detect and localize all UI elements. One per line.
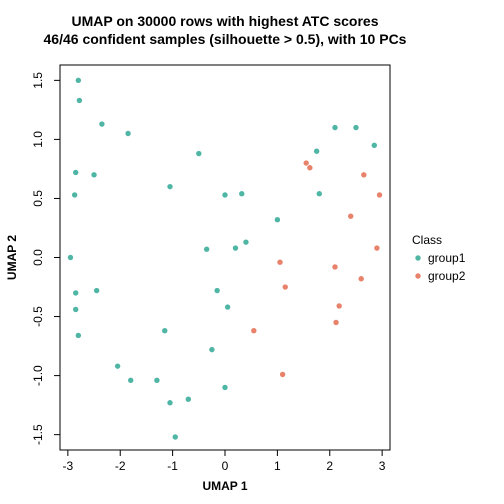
data-point (73, 290, 78, 295)
data-point (209, 347, 214, 352)
y-tick-label: 1.0 (31, 131, 45, 148)
x-tick-label: -3 (63, 459, 74, 473)
data-point (333, 320, 338, 325)
legend-item-label: group1 (428, 251, 466, 265)
legend-swatch (415, 273, 420, 278)
y-tick-label: -1.0 (31, 365, 45, 386)
data-point (332, 264, 337, 269)
data-point (94, 288, 99, 293)
data-point (353, 125, 358, 130)
data-point (214, 288, 219, 293)
data-point (99, 121, 104, 126)
data-point (77, 98, 82, 103)
data-point (125, 131, 130, 136)
x-tick-label: -1 (167, 459, 178, 473)
data-point (186, 397, 191, 402)
data-point (162, 328, 167, 333)
x-axis-label: UMAP 1 (202, 479, 247, 493)
y-tick-label: 0.0 (31, 249, 45, 266)
x-tick-label: 0 (222, 459, 229, 473)
scatter-chart-svg: UMAP on 30000 rows with highest ATC scor… (0, 0, 504, 504)
y-tick-label: -1.5 (31, 424, 45, 445)
data-point (222, 192, 227, 197)
x-tick-label: 2 (326, 459, 333, 473)
data-point (336, 303, 341, 308)
chart-container: UMAP on 30000 rows with highest ATC scor… (0, 0, 504, 504)
data-point (73, 307, 78, 312)
data-point (167, 400, 172, 405)
data-point (314, 149, 319, 154)
data-point (73, 170, 78, 175)
data-point (358, 276, 363, 281)
data-point (277, 260, 282, 265)
data-point (76, 78, 81, 83)
data-point (128, 378, 133, 383)
data-point (348, 213, 353, 218)
data-point (283, 284, 288, 289)
data-point (243, 239, 248, 244)
data-point (76, 333, 81, 338)
data-point (361, 172, 366, 177)
data-point (307, 165, 312, 170)
data-point (275, 217, 280, 222)
data-point (317, 191, 322, 196)
data-point (225, 304, 230, 309)
chart-title-line1: UMAP on 30000 rows with highest ATC scor… (71, 13, 378, 29)
data-point (372, 143, 377, 148)
data-point (154, 378, 159, 383)
legend-item-label: group2 (428, 269, 466, 283)
y-tick-label: 1.5 (31, 72, 45, 89)
data-point (374, 245, 379, 250)
x-tick-label: 3 (379, 459, 386, 473)
y-axis-label: UMAP 2 (5, 235, 19, 280)
data-point (68, 255, 73, 260)
legend-swatch (415, 255, 420, 260)
chart-title-line2: 46/46 confident samples (silhouette > 0.… (44, 31, 407, 47)
data-point (303, 160, 308, 165)
data-point (115, 363, 120, 368)
data-point (173, 434, 178, 439)
y-tick-label: -0.5 (31, 306, 45, 327)
data-point (222, 385, 227, 390)
data-point (251, 328, 256, 333)
data-point (377, 192, 382, 197)
data-point (332, 125, 337, 130)
data-point (196, 151, 201, 156)
legend-title: Class (412, 233, 442, 247)
y-tick-label: 0.5 (31, 190, 45, 207)
data-point (239, 191, 244, 196)
data-point (72, 192, 77, 197)
data-point (233, 245, 238, 250)
x-tick-label: 1 (274, 459, 281, 473)
x-tick-label: -2 (115, 459, 126, 473)
data-point (167, 184, 172, 189)
data-point (280, 372, 285, 377)
data-point (91, 172, 96, 177)
data-point (204, 247, 209, 252)
